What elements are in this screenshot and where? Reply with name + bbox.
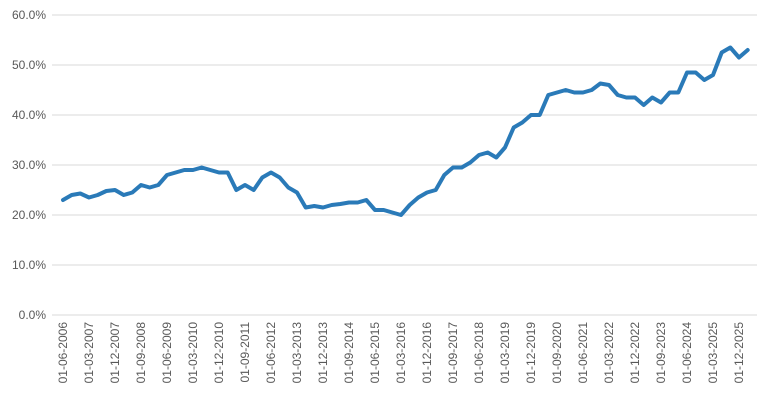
- x-tick-label: 01-03-2010: [186, 322, 200, 384]
- x-tick-label: 01-03-2007: [82, 322, 96, 384]
- x-tick-label: 01-09-2008: [134, 322, 148, 384]
- x-tick-label: 01-12-2025: [732, 322, 746, 384]
- x-tick-label: 01-03-2016: [394, 322, 408, 384]
- x-tick-label: 01-06-2006: [56, 322, 70, 384]
- x-tick-label: 01-06-2009: [160, 322, 174, 384]
- x-tick-label: 01-12-2022: [628, 322, 642, 384]
- x-tick-label: 01-12-2019: [524, 322, 538, 384]
- y-tick-label: 50.0%: [12, 58, 46, 72]
- x-tick-label: 01-12-2016: [420, 322, 434, 384]
- x-tick-label: 01-12-2010: [212, 322, 226, 384]
- x-tick-label: 01-03-2019: [498, 322, 512, 384]
- x-tick-label: 01-03-2013: [290, 322, 304, 384]
- x-tick-label: 01-06-2021: [576, 322, 590, 384]
- y-tick-label: 30.0%: [12, 158, 46, 172]
- y-tick-label: 60.0%: [12, 8, 46, 22]
- x-tick-label: 01-12-2007: [108, 322, 122, 384]
- x-tick-label: 01-12-2013: [316, 322, 330, 384]
- x-tick-label: 01-03-2022: [602, 322, 616, 384]
- x-tick-label: 01-09-2020: [550, 322, 564, 384]
- x-tick-label: 01-09-2014: [342, 322, 356, 384]
- y-tick-label: 10.0%: [12, 258, 46, 272]
- x-tick-label: 01-06-2018: [472, 322, 486, 384]
- y-tick-label: 40.0%: [12, 108, 46, 122]
- x-tick-label: 01-03-2025: [706, 322, 720, 384]
- y-tick-label: 0.0%: [19, 308, 47, 322]
- y-tick-label: 20.0%: [12, 208, 46, 222]
- data-line: [61, 45, 750, 217]
- x-tick-label: 01-09-2011: [238, 322, 252, 383]
- x-tick-label: 01-06-2012: [264, 322, 278, 384]
- x-tick-label: 01-06-2024: [680, 322, 694, 384]
- x-tick-label: 01-06-2015: [368, 322, 382, 384]
- x-tick-label: 01-09-2023: [654, 322, 668, 384]
- x-tick-label: 01-09-2017: [446, 322, 460, 384]
